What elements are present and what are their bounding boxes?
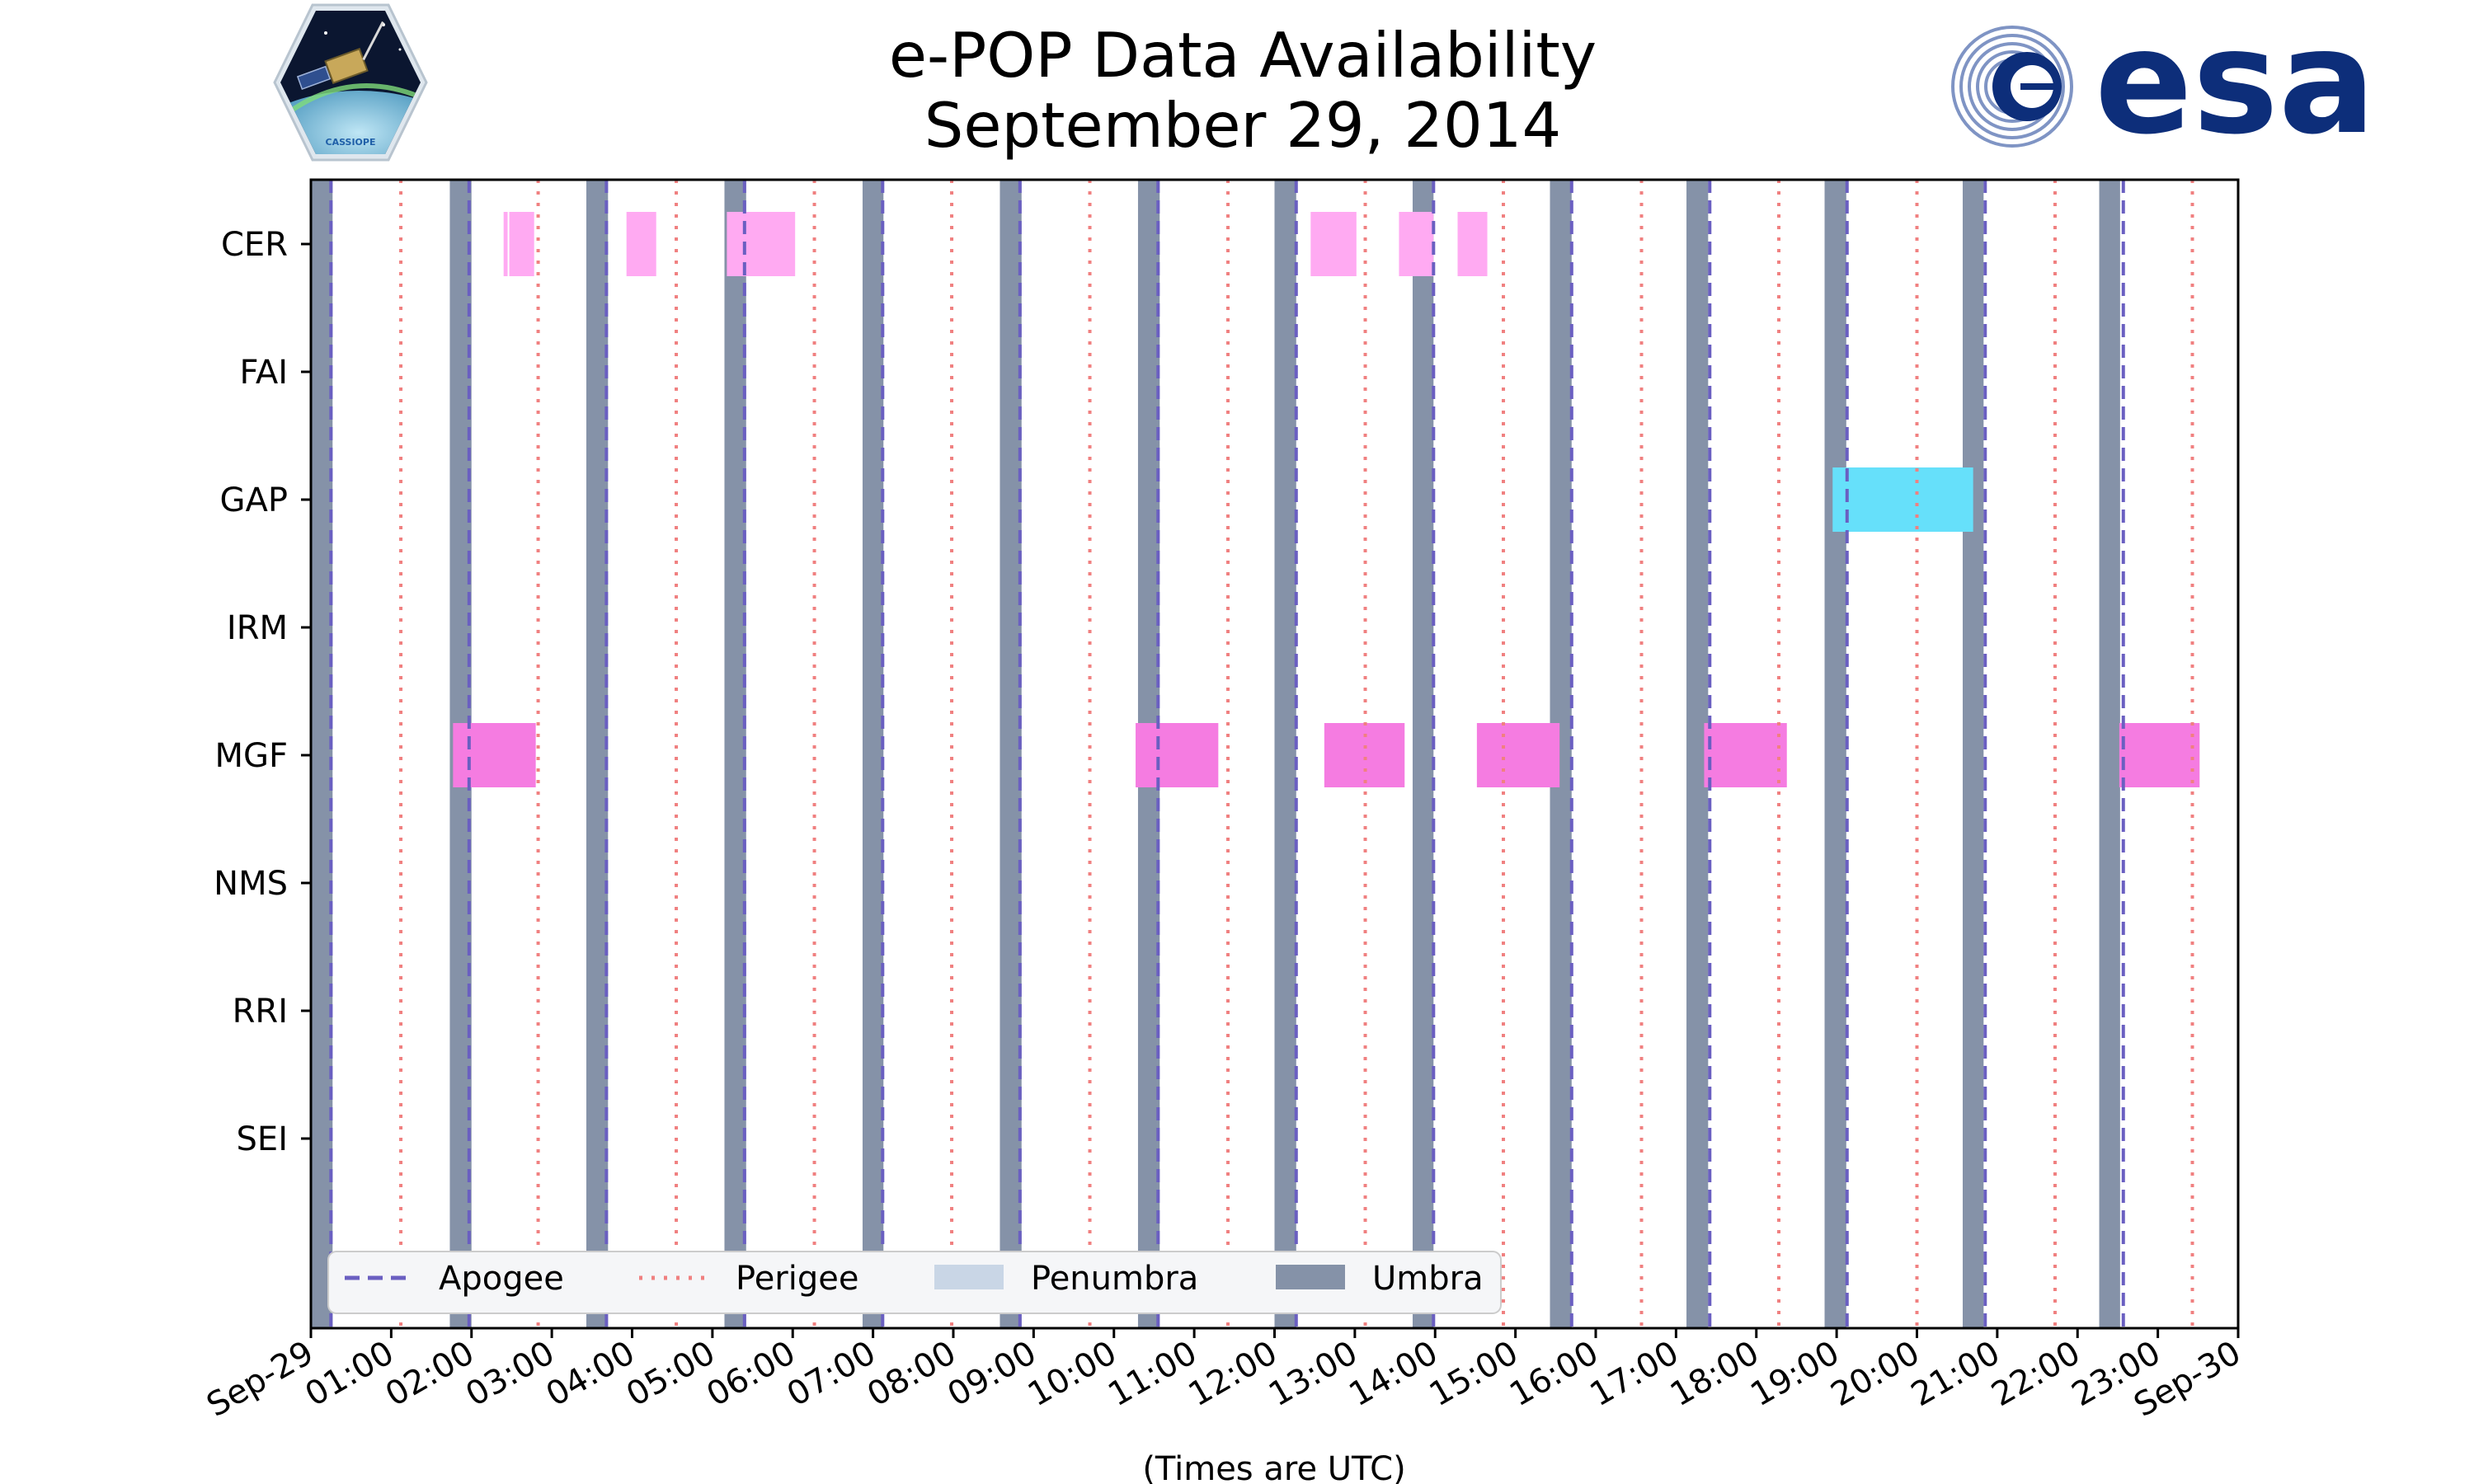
data-bar-cer-3 — [727, 212, 796, 276]
umbra-band-12 — [1963, 180, 1984, 1328]
legend-item-penumbra: Penumbra — [934, 1260, 1198, 1298]
data-bar-cer-6 — [1457, 212, 1488, 276]
legend-item-apogee: Apogee — [345, 1260, 564, 1298]
x-tick-label-20: 20:00 — [1825, 1334, 1926, 1414]
x-axis: Sep-2901:0002:0003:0004:0005:0006:0007:0… — [200, 1328, 2247, 1425]
x-tick-label-12: 12:00 — [1183, 1334, 1284, 1414]
data-bar-mgf-10 — [1324, 723, 1405, 787]
data-bar-cer-4 — [1310, 212, 1357, 276]
legend-box — [327, 1251, 1502, 1314]
legend-swatch-umbra — [1276, 1265, 1345, 1289]
data-bar-mgf-12 — [1704, 723, 1787, 787]
x-tick-label-8: 08:00 — [861, 1334, 962, 1414]
x-tick-label-4: 04:00 — [540, 1334, 642, 1414]
x-tick-label-21: 21:00 — [1905, 1334, 2006, 1414]
x-tick-label-6: 06:00 — [700, 1334, 802, 1414]
y-tick-label-rri: RRI — [233, 993, 288, 1031]
x-axis-label: (Times are UTC) — [1142, 1450, 1405, 1484]
x-tick-label-9: 09:00 — [942, 1334, 1043, 1414]
data-bar-mgf-13 — [2119, 723, 2200, 787]
y-axis: CER FAI GAP IRM MGF NMS RRI SEI — [214, 226, 311, 1158]
data-bar-cer-0 — [503, 212, 508, 276]
data-bar-cer-1 — [509, 212, 534, 276]
legend-item-perigee: Perigee — [639, 1260, 858, 1298]
y-tick-label-cer: CER — [221, 226, 288, 264]
data-bar-mgf-9 — [1136, 723, 1219, 787]
legend-item-umbra: Umbra — [1276, 1260, 1484, 1298]
data-bars — [453, 212, 2200, 787]
data-bar-cer-2 — [626, 212, 656, 276]
data-bar-mgf-11 — [1476, 723, 1560, 787]
apogee-lines — [329, 180, 2125, 1328]
x-tick-label-10: 10:00 — [1022, 1334, 1123, 1414]
data-bar-gap-7 — [1832, 467, 1973, 532]
cassiope-badge-text: CASSIOPE — [326, 137, 376, 148]
data-bar-cer-5 — [1399, 212, 1434, 276]
x-tick-label-17: 17:00 — [1584, 1334, 1686, 1414]
x-tick-label-16: 16:00 — [1503, 1334, 1605, 1414]
x-tick-label-5: 05:00 — [620, 1334, 722, 1414]
x-tick-label-11: 11:00 — [1102, 1334, 1203, 1414]
umbra-band-4 — [862, 180, 884, 1328]
umbra-band-5 — [999, 180, 1022, 1328]
legend-swatch-penumbra — [934, 1265, 1004, 1289]
x-tick-label-18: 18:00 — [1664, 1334, 1766, 1414]
x-tick-label-7: 07:00 — [781, 1334, 882, 1414]
x-tick-label-14: 14:00 — [1343, 1334, 1444, 1414]
umbra-band-13 — [2099, 180, 2120, 1328]
y-tick-label-gap: GAP — [220, 481, 288, 519]
umbra-band-3 — [724, 180, 746, 1328]
y-tick-label-mgf: MGF — [214, 737, 288, 775]
y-tick-label-nms: NMS — [214, 865, 288, 903]
x-tick-label-3: 03:00 — [459, 1334, 561, 1414]
y-tick-label-sei: SEI — [237, 1120, 288, 1158]
x-tick-label-1: 01:00 — [299, 1334, 401, 1414]
x-tick-label-19: 19:00 — [1744, 1334, 1846, 1414]
x-tick-label-13: 13:00 — [1263, 1334, 1364, 1414]
umbra-band-0 — [311, 180, 333, 1328]
y-tick-label-irm: IRM — [227, 609, 288, 647]
x-tick-label-2: 02:00 — [379, 1334, 481, 1414]
umbra-band-7 — [1274, 180, 1296, 1328]
chart-subtitle: September 29, 2014 — [924, 89, 1561, 162]
cassiope-logo: CASSIOPE — [273, 3, 428, 162]
x-tick-label-15: 15:00 — [1423, 1334, 1525, 1414]
chart-title: e-POP Data Availability — [889, 19, 1597, 92]
legend-label-penumbra: Penumbra — [1031, 1260, 1198, 1298]
umbra-band-8 — [1412, 180, 1434, 1328]
umbra-band-2 — [586, 180, 609, 1328]
legend-label-perigee: Perigee — [736, 1260, 858, 1298]
legend: Apogee Perigee Penumbra Umbra — [327, 1251, 1502, 1314]
esa-swirl-icon — [1951, 26, 2073, 148]
x-tick-label-22: 22:00 — [1985, 1334, 2086, 1414]
y-tick-label-fai: FAI — [240, 354, 289, 392]
legend-label-umbra: Umbra — [1372, 1260, 1484, 1298]
umbra-band-11 — [1824, 180, 1846, 1328]
data-bar-mgf-8 — [453, 723, 536, 787]
esa-logo: esa — [1951, 0, 2376, 167]
legend-label-apogee: Apogee — [439, 1260, 564, 1298]
esa-wordmark: esa — [2095, 0, 2376, 167]
